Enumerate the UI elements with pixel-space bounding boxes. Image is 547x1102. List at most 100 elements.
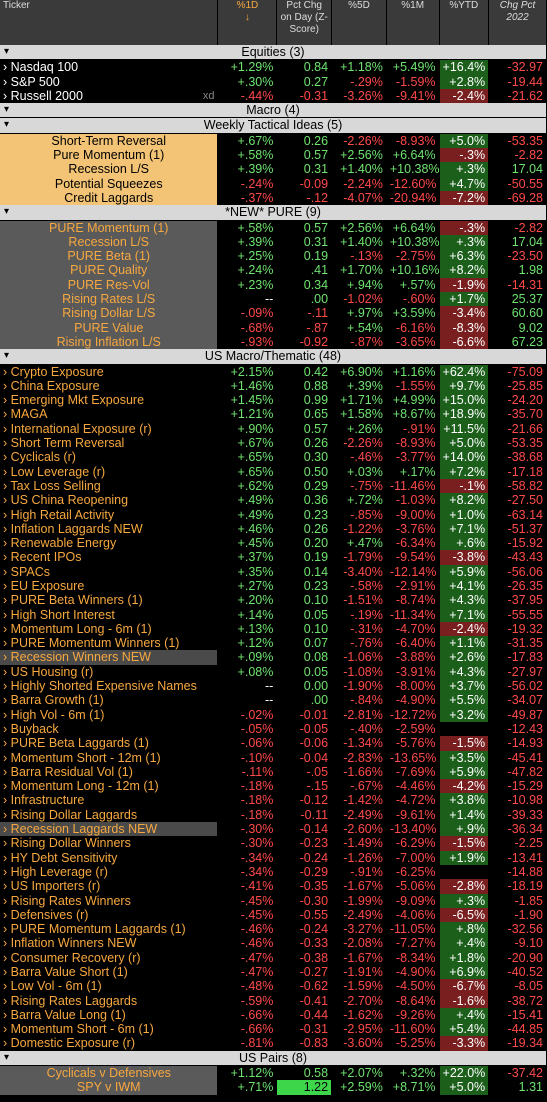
table-row[interactable]: › SPACs +.35% 0.14 -3.40% -12.14% +5.9% -56.06 xyxy=(0,564,547,579)
row-name[interactable]: › PURE Momentum Laggards (1) xyxy=(0,922,219,937)
row-name[interactable]: › Short Term Reversal xyxy=(0,436,219,451)
row-name[interactable]: › Momentum Short - 6m (1) xyxy=(0,1022,219,1037)
row-name[interactable]: › Tax Loss Selling xyxy=(0,478,219,494)
row-name[interactable]: › International Exposure (r) xyxy=(0,421,219,437)
row-name[interactable]: Credit Laggards xyxy=(0,190,219,206)
table-row[interactable]: › High Short Interest +.14% 0.05 -.19% -11.3… xyxy=(0,607,547,622)
section-title[interactable]: ▾ US Pairs (8) xyxy=(0,1050,547,1067)
row-name[interactable]: › Barra Growth (1) xyxy=(0,693,219,708)
table-row[interactable]: SPY v IWM +.71% 1.22 +2.59% +8.71% +5.0% 1.31 xyxy=(0,1080,547,1095)
row-name[interactable]: › Low Leverage (r) xyxy=(0,464,219,479)
table-row[interactable]: › Inflation Laggards NEW +.46% 0.26 -1.22% -… xyxy=(0,521,547,537)
table-row[interactable]: › Buyback -.05% -0.05 -.40% -2.59% -12.43 xyxy=(0,721,547,737)
row-name[interactable]: Potential Squeezes xyxy=(0,176,219,191)
table-row[interactable]: › HY Debt Sensitivity -.34% -0.24 -1.26% -7.… xyxy=(0,850,547,865)
row-name[interactable]: › Cyclicals (r) xyxy=(0,450,219,465)
table-row[interactable]: › US Housing (r) +.08% 0.05 -1.08% -3.91% +4.… xyxy=(0,664,547,680)
row-name[interactable]: › Inflation Laggards NEW xyxy=(0,521,219,537)
column-header-5d[interactable]: %5D xyxy=(331,0,387,45)
row-name[interactable]: › Crypto Exposure xyxy=(0,364,219,379)
row-name[interactable]: Rising Rates L/S xyxy=(0,292,219,307)
row-name[interactable]: SPY v IWM xyxy=(0,1080,219,1095)
row-name[interactable]: PURE Value xyxy=(0,320,219,335)
column-header-1d[interactable]: %1D ↓ xyxy=(217,0,278,45)
row-name[interactable]: › Barra Value Short (1) xyxy=(0,965,219,980)
chevron-down-icon[interactable]: ▾ xyxy=(4,119,10,131)
row-name[interactable]: › Consumer Recovery (r) xyxy=(0,950,219,965)
row-name[interactable]: › Recession Winners NEW xyxy=(0,650,219,665)
row-name[interactable]: › Momentum Long - 6m (1) xyxy=(0,621,219,637)
table-row[interactable]: › Crypto Exposure +2.15% 0.42 +6.90% +1.16% +… xyxy=(0,364,547,379)
section-header[interactable]: ▾ Weekly Tactical Ideas (5) xyxy=(0,117,547,134)
table-row[interactable]: › Recession Winners NEW +.09% 0.08 -1.06% -3… xyxy=(0,650,547,665)
table-row[interactable]: › Domestic Exposure (r) -.81% -0.83 -3.60% -… xyxy=(0,1036,547,1051)
row-name[interactable]: Rising Dollar L/S xyxy=(0,306,219,321)
row-name[interactable]: › High Retail Activity xyxy=(0,507,219,522)
table-row[interactable]: › MAGA +1.21% 0.65 +1.58% +8.67% +18.9% -35.70 xyxy=(0,407,547,422)
row-name[interactable]: › Highly Shorted Expensive Names xyxy=(0,679,219,694)
table-row[interactable]: › Russell 2000 xd -.44% -0.31 -3.26% -9.41% -2… xyxy=(0,88,547,104)
table-row[interactable]: › Infrastructure -.18% -0.12 -1.42% -4.72% +3… xyxy=(0,793,547,808)
table-row[interactable]: › Barra Value Short (1) -.47% -0.27 -1.91% -… xyxy=(0,965,547,980)
row-name[interactable]: › Domestic Exposure (r) xyxy=(0,1036,219,1051)
table-row[interactable]: › Recent IPOs +.37% 0.19 -1.79% -9.54% -3.8% -… xyxy=(0,550,547,565)
row-name[interactable]: PURE Beta (1) xyxy=(0,249,219,264)
table-row[interactable]: › Low Leverage (r) +.65% 0.50 +.03% +.17% +7.… xyxy=(0,464,547,479)
table-row[interactable]: › High Leverage (r) -.34% -0.29 -.91% -6.25%… xyxy=(0,864,547,880)
row-name[interactable]: › EU Exposure xyxy=(0,578,219,594)
section-title[interactable]: ▾ *NEW* PURE (9) xyxy=(0,205,547,221)
row-name[interactable]: › Barra Value Long (1) xyxy=(0,1007,219,1023)
row-name[interactable]: › Rising Rates Laggards xyxy=(0,993,219,1008)
table-row[interactable]: › Barra Residual Vol (1) -.11% -.05 -1.66% -… xyxy=(0,764,547,780)
row-name[interactable]: › High Leverage (r) xyxy=(0,864,219,880)
row-name[interactable]: › High Vol - 6m (1) xyxy=(0,707,219,722)
table-row[interactable]: Short-Term Reversal +.67% 0.26 -2.26% -8.93%… xyxy=(0,133,547,149)
table-row[interactable]: › Rising Dollar Laggards -.18% -0.11 -2.49%… xyxy=(0,807,547,823)
table-row[interactable]: Pure Momentum (1) +.58% 0.57 +2.56% +6.64% -.… xyxy=(0,148,547,163)
table-row[interactable]: Cyclicals v Defensives +1.12% 0.58 +2.07% +.… xyxy=(0,1065,547,1081)
column-header-2022[interactable]: Chg Pct 2022 xyxy=(488,0,547,45)
table-row[interactable]: › Rising Rates Winners -.45% -0.30 -1.99% -9… xyxy=(0,893,547,908)
row-name[interactable]: › PURE Beta Winners (1) xyxy=(0,593,219,608)
table-row[interactable]: › Inflation Winners NEW -.46% -0.33 -2.08% -… xyxy=(0,936,547,951)
table-row[interactable]: › Highly Shorted Expensive Names -- 0.00 -1… xyxy=(0,679,547,694)
table-row[interactable]: › Defensives (r) -.45% -0.55 -2.49% -4.06% -6… xyxy=(0,907,547,923)
row-name[interactable]: › US Housing (r) xyxy=(0,664,219,680)
table-row[interactable]: PURE Beta (1) +.25% 0.19 -.13% -2.75% +6.3% -2… xyxy=(0,249,547,264)
table-row[interactable]: › Momentum Long - 6m (1) +.13% 0.10 -.31% -4… xyxy=(0,621,547,637)
table-row[interactable]: › US Importers (r) -.41% -0.35 -1.67% -5.06%… xyxy=(0,879,547,894)
row-name[interactable]: › Inflation Winners NEW xyxy=(0,936,219,951)
table-row[interactable]: › PURE Momentum Winners (1) +.12% 0.07 -.76… xyxy=(0,636,547,651)
column-header-zscore[interactable]: Pct Chg on Day (Z-Score) xyxy=(276,0,333,45)
table-row[interactable]: › Low Vol - 6m (1) -.48% -0.62 -1.59% -4.50%… xyxy=(0,979,547,994)
row-name[interactable]: › S&P 500 xyxy=(0,74,219,89)
table-row[interactable]: › Short Term Reversal +.67% 0.26 -2.26% -8.9… xyxy=(0,436,547,451)
table-row[interactable]: PURE Res-Vol +.23% 0.34 +.94% +.57% -1.9% -14.… xyxy=(0,277,547,293)
table-row[interactable]: › Rising Rates Laggards -.59% -0.41 -2.70% -… xyxy=(0,993,547,1008)
table-row[interactable]: › High Vol - 6m (1) -.02% -0.01 -2.81% -12.7… xyxy=(0,707,547,722)
row-name[interactable]: › Low Vol - 6m (1) xyxy=(0,979,219,994)
row-name[interactable]: Cyclicals v Defensives xyxy=(0,1065,219,1081)
chevron-down-icon[interactable]: ▾ xyxy=(4,350,10,362)
row-name[interactable]: › US Importers (r) xyxy=(0,879,219,894)
row-name[interactable]: › US China Reopening xyxy=(0,493,219,508)
column-header-ticker[interactable]: Ticker xyxy=(0,0,219,45)
row-name[interactable]: › Emerging Mkt Exposure xyxy=(0,393,219,408)
table-row[interactable]: › Barra Growth (1) -- .00 -.84% -4.90% +5.5% -… xyxy=(0,693,547,708)
row-name[interactable]: › Buyback xyxy=(0,721,219,737)
row-name[interactable]: › Infrastructure xyxy=(0,793,219,808)
table-row[interactable]: › Cyclicals (r) +.65% 0.30 -.46% -3.77% +14.0… xyxy=(0,450,547,465)
table-row[interactable]: Rising Rates L/S -- .00 -1.02% -.60% +1.7% 25.… xyxy=(0,292,547,307)
section-title[interactable]: ▾ Macro (4) xyxy=(0,103,547,119)
column-header-ytd[interactable]: %YTD xyxy=(439,0,490,45)
table-row[interactable]: › Rising Dollar Winners -.30% -0.23 -1.49% -… xyxy=(0,836,547,851)
row-name[interactable]: › Nasdaq 100 xyxy=(0,59,219,75)
chevron-down-icon[interactable]: ▾ xyxy=(4,104,10,116)
row-name[interactable]: › Recession Laggards NEW xyxy=(0,822,219,837)
table-row[interactable]: › PURE Beta Laggards (1) -.06% -0.06 -1.34%… xyxy=(0,736,547,751)
table-row[interactable]: › Nasdaq 100 +1.29% 0.84 +1.18% +5.49% +16.4%… xyxy=(0,59,547,75)
table-row[interactable]: › Emerging Mkt Exposure +1.45% 0.99 +1.71% +… xyxy=(0,393,547,408)
row-name[interactable]: Pure Momentum (1) xyxy=(0,148,219,163)
row-name[interactable]: › Rising Dollar Laggards xyxy=(0,807,219,823)
table-row[interactable]: › US China Reopening +.49% 0.36 +.72% -1.03%… xyxy=(0,493,547,508)
